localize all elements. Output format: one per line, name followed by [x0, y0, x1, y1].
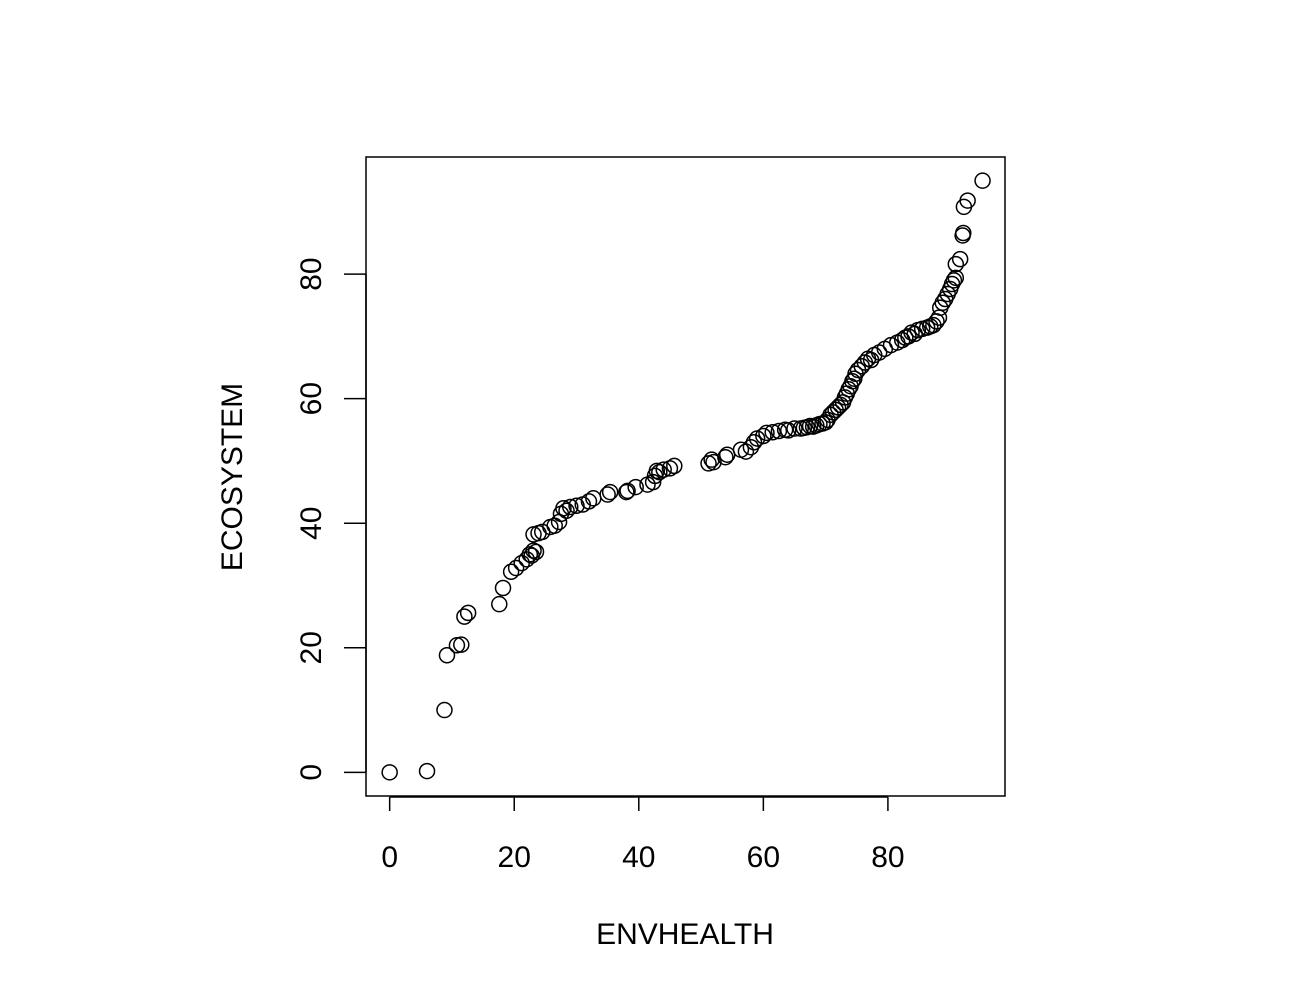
data-point [764, 424, 781, 441]
data-point [459, 604, 477, 622]
data-point [436, 701, 453, 719]
data-point [745, 433, 763, 451]
data-point [666, 457, 683, 475]
y-tick-label: 60 [295, 382, 328, 415]
x-tick-label: 20 [498, 841, 531, 874]
data-point [661, 460, 679, 477]
data-point [562, 498, 579, 516]
x-axis-label: ENVHEALTH [596, 918, 774, 951]
data-point [438, 646, 456, 664]
data-point [844, 372, 861, 390]
data-point [601, 483, 619, 501]
data-points [381, 172, 991, 781]
data-point [491, 595, 508, 613]
data-point [947, 255, 965, 273]
data-point [786, 420, 803, 437]
data-point [644, 473, 662, 491]
data-point [580, 493, 598, 510]
data-point [951, 250, 969, 268]
data-point [947, 269, 965, 287]
data-point [651, 463, 668, 481]
x-tick-label: 80 [871, 841, 904, 874]
data-point [655, 461, 672, 478]
data-point [453, 636, 470, 653]
y-axis-label: ECOSYSTEM [216, 383, 249, 571]
data-point [418, 762, 436, 780]
x-tick-label: 40 [622, 841, 655, 874]
data-point [627, 478, 644, 496]
data-point [755, 427, 772, 445]
data-point [959, 192, 976, 209]
data-point [507, 559, 525, 577]
data-point [770, 422, 788, 440]
data-point [742, 438, 760, 456]
data-point [648, 462, 666, 480]
x-axis: 0 20 40 60 80 [381, 796, 905, 874]
data-point [558, 502, 575, 520]
data-point [934, 294, 951, 311]
x-tick-label: 60 [747, 841, 780, 874]
data-point [619, 482, 636, 500]
y-tick-label: 80 [295, 257, 328, 290]
data-point [705, 453, 722, 471]
data-point [840, 381, 857, 398]
data-point [930, 309, 948, 326]
data-point [618, 483, 635, 501]
data-point [568, 497, 585, 515]
data-point [494, 579, 512, 597]
data-point [758, 424, 775, 442]
data-point [836, 389, 854, 406]
y-tick-label: 0 [295, 764, 328, 781]
data-point [870, 344, 888, 361]
data-point [456, 608, 473, 625]
data-point [974, 172, 991, 189]
x-tick-label: 0 [381, 841, 398, 874]
y-tick-label: 20 [295, 631, 328, 664]
data-point [381, 764, 398, 781]
data-point [525, 542, 542, 559]
data-point [703, 451, 720, 468]
data-point [527, 543, 545, 561]
plot-frame [365, 156, 1006, 797]
data-point [737, 443, 755, 460]
data-point [955, 224, 972, 242]
data-point [780, 422, 797, 439]
data-point [555, 500, 572, 517]
data-point [945, 272, 963, 289]
data-point [502, 563, 520, 581]
y-axis: 0 20 40 60 80 [295, 257, 367, 781]
data-point [717, 448, 734, 466]
data-point [599, 486, 616, 503]
y-tick-label: 40 [295, 507, 328, 540]
